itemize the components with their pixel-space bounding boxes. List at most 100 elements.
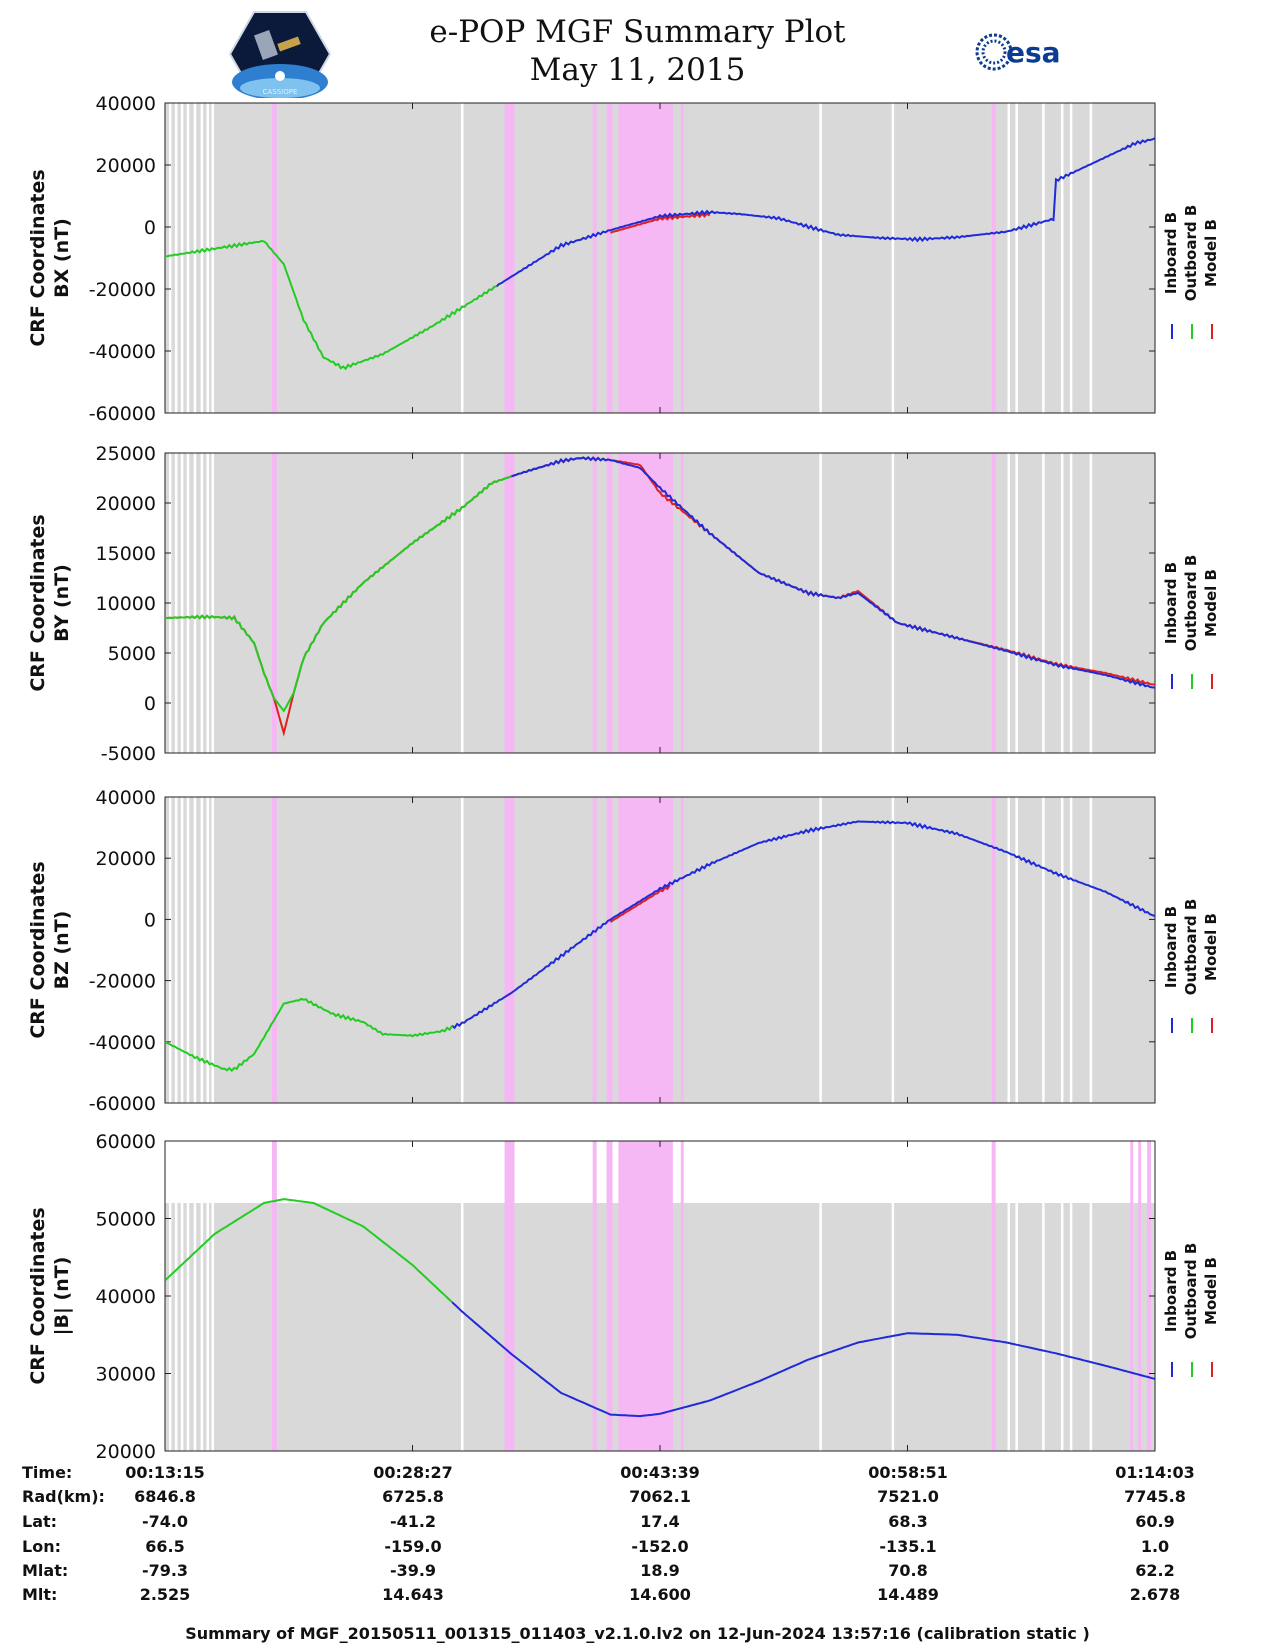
data-gap <box>200 1203 204 1451</box>
y-tick-label: 5000 <box>108 643 156 665</box>
panel-bmag: 20000 30000 40000 50000 60000 CRF Coordinates… <box>27 1131 1220 1463</box>
legend-label: Outboard B <box>1182 899 1200 996</box>
data-gap <box>206 103 210 413</box>
esa-logo: esa <box>974 32 1070 76</box>
data-gap <box>186 1203 190 1451</box>
ephemeris-value: 14.643 <box>382 1585 444 1604</box>
legend-label: Inboard B <box>1162 562 1180 644</box>
y-axis-label: |B| (nT) <box>51 1257 73 1336</box>
y-axis-label: CRF Coordinates <box>27 1207 49 1384</box>
data-gap <box>891 103 895 413</box>
data-gap <box>1069 103 1073 413</box>
legend-label: Model B <box>1202 1257 1220 1325</box>
ephemeris-value: 01:14:03 <box>1115 1463 1195 1482</box>
y-tick-label: -60000 <box>89 1093 156 1115</box>
legend-label: Outboard B <box>1182 555 1200 652</box>
flag-band <box>504 103 515 413</box>
y-tick-label: 10000 <box>96 593 156 615</box>
data-gap <box>1015 103 1018 413</box>
flag-band <box>592 1141 597 1451</box>
panel-bx: -60000 -40000 -20000 0 20000 40000 CRF Coordin… <box>27 93 1220 425</box>
flag-band <box>606 1141 613 1451</box>
legend-label: Model B <box>1202 219 1220 287</box>
data-gap <box>174 103 178 413</box>
data-gap <box>1089 1203 1093 1451</box>
flag-band <box>680 1141 684 1451</box>
ephemeris-value: 7062.1 <box>629 1487 691 1506</box>
cassiope-logo-caption: CASSIOPE <box>263 88 298 96</box>
flag-band <box>618 453 673 753</box>
data-gap <box>168 1203 172 1451</box>
data-gap <box>461 453 464 753</box>
y-tick-label: 0 <box>144 909 156 931</box>
ephemeris-row-label: Rad(km): <box>22 1487 105 1506</box>
flag-band <box>991 103 996 413</box>
ephemeris-value: 2.678 <box>1129 1585 1181 1604</box>
data-gap <box>1089 797 1093 1103</box>
data-gap <box>174 1203 178 1451</box>
data-gap <box>211 453 215 753</box>
y-tick-label: 25000 <box>96 443 156 465</box>
y-tick-label: -60000 <box>89 403 156 425</box>
ephemeris-row-label: Mlat: <box>22 1561 69 1580</box>
flag-band <box>271 797 277 1103</box>
flag-band <box>606 103 613 413</box>
ephemeris-value: -41.2 <box>389 1512 437 1531</box>
footer-summary: Summary of MGF_20150511_001315_011403_v2… <box>185 1624 1090 1643</box>
data-gap <box>819 453 822 753</box>
data-gap <box>1015 1203 1018 1451</box>
ephemeris-value: -39.9 <box>389 1561 437 1580</box>
ephemeris-row-label: Lon: <box>22 1537 61 1556</box>
data-gap <box>1007 1203 1010 1451</box>
y-tick-label: 20000 <box>96 493 156 515</box>
series-model-b <box>609 884 671 923</box>
ephemeris-value: 66.5 <box>145 1537 185 1556</box>
data-gap <box>1089 453 1093 753</box>
data-gap <box>1042 103 1045 413</box>
data-gap <box>1069 797 1073 1103</box>
data-gap <box>180 797 184 1103</box>
y-tick-label: -40000 <box>89 341 156 363</box>
flag-band <box>1138 1141 1142 1451</box>
y-tick-label: 0 <box>144 217 156 239</box>
ephemeris-value: -135.1 <box>879 1537 937 1556</box>
y-tick-label: 30000 <box>96 1364 156 1386</box>
y-tick-label: -20000 <box>89 971 156 993</box>
ephemeris-value: 6846.8 <box>134 1487 196 1506</box>
data-gap <box>1060 453 1064 753</box>
series-inboard-b <box>451 820 1155 1030</box>
y-tick-label: 20000 <box>96 848 156 870</box>
flag-band <box>618 797 673 1103</box>
data-gap <box>174 453 178 753</box>
flag-band <box>618 103 673 413</box>
data-gap <box>1015 797 1018 1103</box>
y-tick-label: -20000 <box>89 279 156 301</box>
data-gap <box>1007 103 1010 413</box>
ephemeris-value: -159.0 <box>384 1537 442 1556</box>
ephemeris-value: 2.525 <box>139 1585 191 1604</box>
y-tick-label: 40000 <box>96 93 156 115</box>
flag-band <box>1130 1141 1134 1451</box>
data-gap <box>193 1203 197 1451</box>
data-gap <box>200 103 204 413</box>
ephemeris-value: 00:28:27 <box>373 1463 453 1482</box>
ephemeris-value: 6725.8 <box>382 1487 444 1506</box>
data-gap <box>206 1203 210 1451</box>
ephemeris-value: 70.8 <box>888 1561 928 1580</box>
data-gap <box>168 797 172 1103</box>
ephemeris-value: 14.600 <box>629 1585 691 1604</box>
legend-label: Model B <box>1202 569 1220 637</box>
series-outboard-b <box>165 997 453 1073</box>
ephemeris-value: 7521.0 <box>877 1487 939 1506</box>
ephemeris-value: 62.2 <box>1135 1561 1175 1580</box>
legend-label: Inboard B <box>1162 906 1180 988</box>
y-tick-label: -5000 <box>101 743 156 765</box>
series-model-b <box>610 212 711 234</box>
data-gap <box>891 1203 895 1451</box>
y-tick-label: 20000 <box>96 155 156 177</box>
data-gap <box>1042 1203 1045 1451</box>
data-gap <box>193 453 197 753</box>
data-gap <box>461 797 464 1103</box>
data-gap <box>186 103 190 413</box>
series-outboard-b <box>165 475 512 713</box>
